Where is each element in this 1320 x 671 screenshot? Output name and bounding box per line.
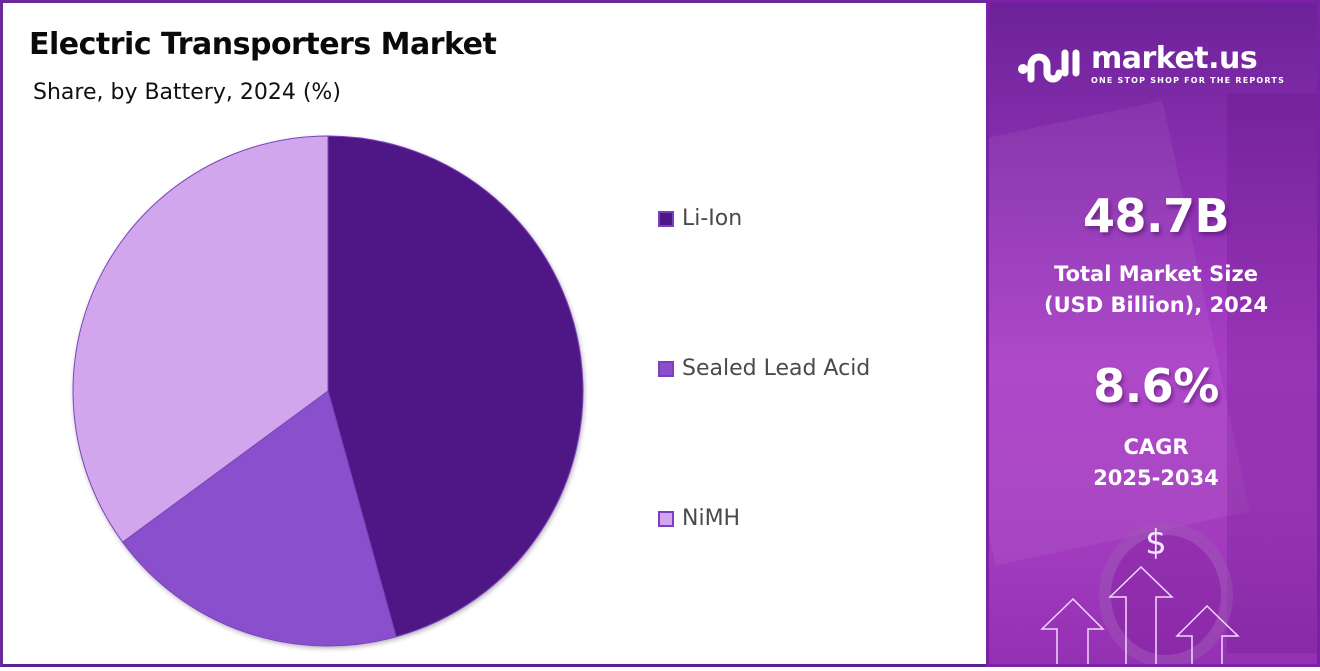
- legend-swatch: [658, 210, 674, 227]
- pie-slice-nimh: [72, 135, 329, 543]
- summary-panel: market.us ONE STOP SHOP FOR THE REPORTS …: [986, 0, 1320, 667]
- brand-logo: market.us ONE STOP SHOP FOR THE REPORTS: [1017, 43, 1285, 85]
- brand-tagline: ONE STOP SHOP FOR THE REPORTS: [1091, 75, 1286, 85]
- background-shape: [1227, 93, 1317, 653]
- pie-chart: [72, 135, 584, 647]
- market-us-logo-icon: [1018, 49, 1080, 83]
- market-size-label-line2: (USD Billion), 2024: [1043, 293, 1269, 317]
- legend-item-li-ion: Li-Ion: [658, 206, 742, 231]
- legend-label: Sealed Lead Acid: [682, 356, 871, 381]
- legend-label: Li-Ion: [682, 206, 743, 231]
- brand-name: market.us: [1091, 40, 1258, 76]
- growth-arrows-icon: [1040, 565, 1240, 664]
- pie-slice-sealed-lead-acid: [121, 390, 397, 647]
- chart-subtitle: Share, by Battery, 2024 (%): [33, 80, 341, 105]
- chart-title: Electric Transporters Market: [29, 27, 497, 62]
- market-size-label-line1: Total Market Size: [1054, 262, 1258, 286]
- coin-shape: [1099, 523, 1233, 664]
- cagr-label-line1: CAGR: [1123, 435, 1189, 459]
- legend-item-sealed-lead-acid: Sealed Lead Acid: [658, 356, 870, 381]
- legend-item-nimh: NiMH: [658, 506, 740, 531]
- legend-label: NiMH: [682, 506, 741, 531]
- cagr-label-line2: 2025-2034: [1093, 466, 1219, 490]
- chart-panel: Electric Transporters Market Share, by B…: [0, 0, 988, 667]
- pie-slice-li-ion: [327, 135, 584, 638]
- cagr-value: 8.6%: [1093, 359, 1219, 413]
- legend-swatch: [658, 360, 674, 377]
- market-size-value: 48.7B: [1082, 189, 1230, 243]
- dollar-icon: $: [1145, 523, 1167, 563]
- legend-swatch: [658, 510, 674, 527]
